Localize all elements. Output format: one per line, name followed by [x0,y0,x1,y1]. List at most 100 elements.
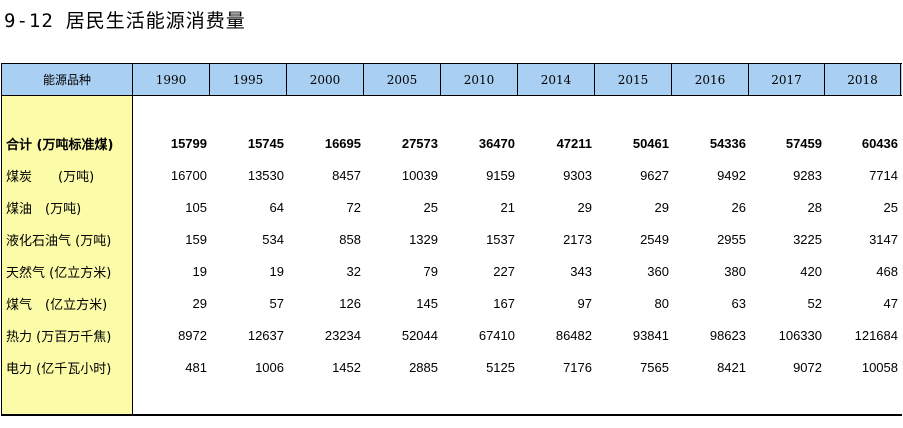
table-cell: 29 [577,199,592,215]
table-cell: 15745 [247,135,284,151]
table-cell: 380 [724,263,746,279]
table-cell: 98623 [709,327,746,343]
row-label: 合计 (万吨标准煤) [6,137,114,153]
table-cell: 343 [570,263,592,279]
table-cell: 1452 [332,359,361,375]
table-cell: 121684 [854,327,898,343]
table-cell: 8972 [178,327,207,343]
table-cell: 126 [339,295,361,311]
table-cell: 63 [731,295,746,311]
table-cell: 481 [185,359,207,375]
table-title: 居民生活能源消费量 [65,10,246,32]
row-label: 煤炭 (万吨) [6,169,95,185]
row-label: 电力 (亿千瓦小时) [6,361,112,377]
table-cell: 145 [416,295,438,311]
table-cell: 2955 [717,231,746,247]
table-cell: 25 [883,199,898,215]
table-cell: 9159 [486,167,515,183]
table-cell: 57459 [785,135,822,151]
table-cell: 105 [185,199,207,215]
table-row: 天然气 (亿立方米) 19 19 32 79 227 343 360 380 420 468 [1,255,902,287]
table-cell: 12637 [247,327,284,343]
table-cell: 7714 [869,167,898,183]
table-cell: 86482 [555,327,592,343]
table-cell: 52 [807,295,822,311]
table-row: 煤炭 (万吨) 16700 13530 8457 10039 9159 9303 9627 94… [1,159,902,191]
table-row: 电力 (亿千瓦小时) 481 1006 1452 2885 5125 7176 7565 842… [1,351,902,383]
row-label: 液化石油气 (万吨) [6,233,112,249]
table-cell: 167 [493,295,515,311]
table-cell: 47 [883,295,898,311]
table-cell: 50461 [632,135,669,151]
table-cell: 468 [876,263,898,279]
table-cell: 159 [185,231,207,247]
header-year: 2005 [364,64,441,95]
table-cell: 3225 [793,231,822,247]
header-energy-type: 能源品种 [1,64,133,95]
table-cell: 16695 [324,135,361,151]
table-cell: 97 [577,295,592,311]
header-year: 2010 [441,64,518,95]
table-cell: 106330 [778,327,822,343]
page-title: 9-12 居民生活能源消费量 [4,6,246,33]
table-row: 煤气 (亿立方米) 29 57 126 145 167 97 80 63 52 47 [1,287,902,319]
table-cell: 7176 [563,359,592,375]
table-cell: 9492 [717,167,746,183]
table-cell: 60436 [861,135,898,151]
table-cell: 79 [423,263,438,279]
table-cell: 19 [269,263,284,279]
row-label: 天然气 (亿立方米) [6,265,112,281]
table-cell: 21 [500,199,515,215]
table-cell: 19 [192,263,207,279]
table-cell: 72 [346,199,361,215]
table-cell: 54336 [709,135,746,151]
table-cell: 420 [800,263,822,279]
table-cell: 27573 [401,135,438,151]
row-label: 煤油 (万吨) [6,201,82,217]
row-label: 煤气 (亿立方米) [6,297,108,313]
header-year: 2017 [749,64,825,95]
table-cell: 2885 [409,359,438,375]
table-cell: 8457 [332,167,361,183]
table-row: 热力 (万百万千焦) 8972 12637 23234 52044 67410 86482 9… [1,319,902,351]
header-year: 2016 [672,64,749,95]
energy-table: 能源品种 1990 1995 2000 2005 2010 2014 2015 … [1,63,902,416]
table-cell: 534 [262,231,284,247]
table-cell: 36470 [478,135,515,151]
table-cell: 9627 [640,167,669,183]
table-cell: 9283 [793,167,822,183]
table-cell: 26 [731,199,746,215]
header-year: 2014 [518,64,595,95]
table-cell: 25 [423,199,438,215]
table-cell: 52044 [401,327,438,343]
table-cell: 10058 [861,359,898,375]
table-cell: 1537 [486,231,515,247]
table-number: 9-12 [4,10,54,32]
table-cell: 57 [269,295,284,311]
table-cell: 7565 [640,359,669,375]
table-cell: 5125 [486,359,515,375]
table-cell: 29 [654,199,669,215]
table-cell: 9072 [793,359,822,375]
table-cell: 3147 [869,231,898,247]
table-row: 合计 (万吨标准煤) 15799 15745 16695 27573 36470 47211… [1,127,902,159]
table-cell: 360 [647,263,669,279]
table-cell: 227 [493,263,515,279]
row-label: 热力 (万百万千焦) [6,329,112,345]
table-header: 能源品种 1990 1995 2000 2005 2010 2014 2015 … [1,63,902,96]
header-year: 2000 [287,64,364,95]
table-cell: 10039 [401,167,438,183]
header-year: 1990 [133,64,210,95]
table-row: 液化石油气 (万吨) 159 534 858 1329 1537 2173 2549 2955 3… [1,223,902,255]
table-cell: 32 [346,263,361,279]
header-year: 2018 [825,64,901,95]
table-cell: 64 [269,199,284,215]
table-cell: 93841 [632,327,669,343]
table-cell: 29 [192,295,207,311]
table-cell: 858 [339,231,361,247]
table-cell: 8421 [717,359,746,375]
table-row: 煤油 (万吨) 105 64 72 25 21 29 29 26 28 25 [1,191,902,223]
table-cell: 15799 [170,135,207,151]
table-cell: 1006 [255,359,284,375]
table-cell: 16700 [170,167,207,183]
